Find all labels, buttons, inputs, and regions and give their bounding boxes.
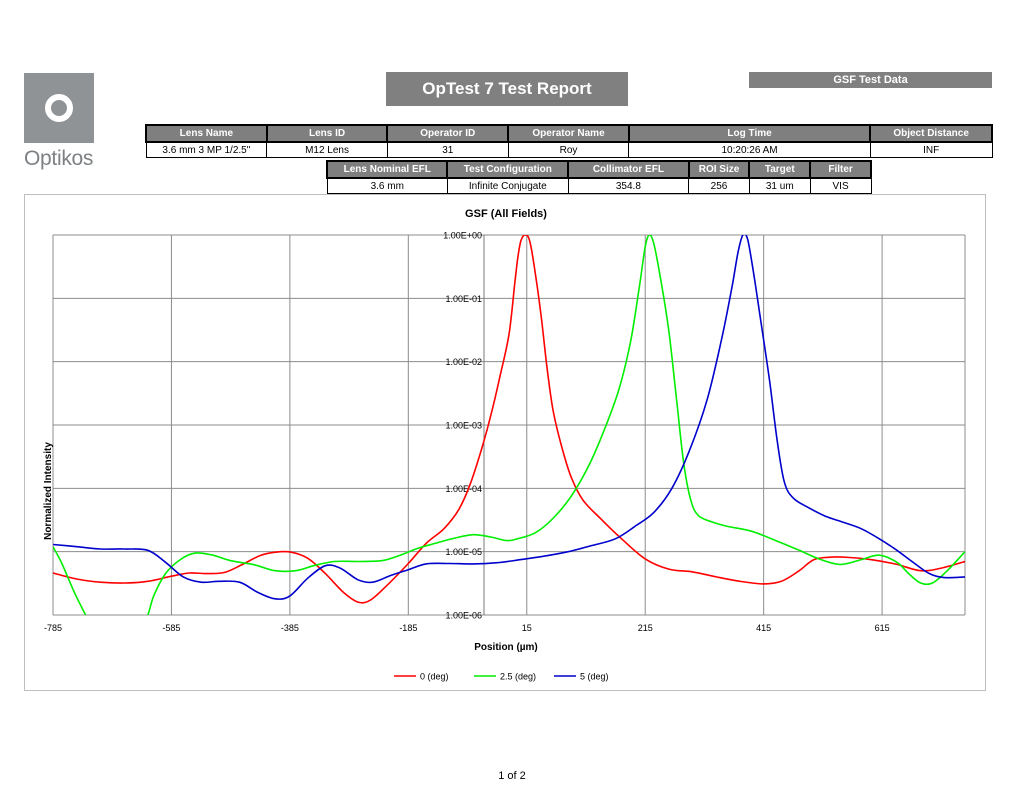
x-tick-label: -185 <box>399 623 417 633</box>
test-config-header-row: Lens Nominal EFL Test Configuration Coll… <box>325 160 872 179</box>
x-tick-label: -585 <box>162 623 180 633</box>
chart-gridlines <box>52 234 966 616</box>
legend-label: 2.5 (deg) <box>500 672 536 682</box>
chart-legend: 0 (deg) 2.5 (deg) 5 (deg) <box>394 672 609 682</box>
value-target: 31 um <box>748 177 811 194</box>
value-lens-name: 3.6 mm 3 MP 1/2.5" <box>145 141 268 158</box>
header-lens-name: Lens Name <box>145 124 268 143</box>
legend-label: 0 (deg) <box>420 672 449 682</box>
value-filter: VIS <box>809 177 872 194</box>
x-tick-labels: -785 -585 -385 -185 15 215 415 615 <box>44 623 890 633</box>
series-line-2 <box>53 235 965 600</box>
series-line-1 <box>53 235 965 615</box>
header-filter: Filter <box>809 160 872 179</box>
gsf-chart-frame: GSF (All Fields) 1.00E+00 1.00E-01 1.00E-0… <box>24 194 986 691</box>
y-tick-label: 1.00E-05 <box>445 547 482 557</box>
value-collimator-efl: 354.8 <box>567 177 690 194</box>
header-log-time: Log Time <box>627 124 872 143</box>
value-log-time: 10:20:26 AM <box>628 141 871 158</box>
y-tick-label: 1.00E-06 <box>445 611 482 621</box>
x-tick-label: -385 <box>281 623 299 633</box>
logo-text: Optikos <box>24 147 94 170</box>
value-operator-id: 31 <box>386 141 509 158</box>
x-tick-label: 215 <box>638 623 653 633</box>
y-tick-label: 1.00E-01 <box>445 294 482 304</box>
header-lens-id: Lens ID <box>265 124 389 143</box>
x-tick-label: 415 <box>756 623 771 633</box>
header-lens-nominal-efl: Lens Nominal EFL <box>325 160 449 179</box>
y-tick-label: 1.00E-04 <box>445 484 482 494</box>
x-axis-label: Position (µm) <box>474 642 538 653</box>
header-operator-id: Operator ID <box>386 124 510 143</box>
y-tick-label: 1.00E-03 <box>445 421 482 431</box>
header-collimator-efl: Collimator EFL <box>567 160 690 179</box>
lens-info-value-row: 3.6 mm 3 MP 1/2.5" M12 Lens 31 Roy 10:20… <box>145 141 993 158</box>
legend-label: 5 (deg) <box>580 672 609 682</box>
x-tick-label: 15 <box>522 623 532 633</box>
chart-title: GSF (All Fields) <box>465 208 547 220</box>
y-tick-label: 1.00E-02 <box>445 357 482 367</box>
x-tick-label: -785 <box>44 623 62 633</box>
test-config-table: Lens Nominal EFL Test Configuration Coll… <box>325 160 872 194</box>
logo-mark <box>24 73 94 143</box>
lens-info-table: Lens Name Lens ID Operator ID Operator N… <box>145 124 993 158</box>
header-operator-name: Operator Name <box>507 124 630 143</box>
logo-ring-icon <box>45 94 73 122</box>
value-test-configuration: Infinite Conjugate <box>446 177 569 194</box>
value-lens-id: M12 Lens <box>266 141 388 158</box>
page-number: 1 of 2 <box>498 770 526 782</box>
optikos-logo: Optikos <box>24 73 100 173</box>
y-axis-label: Normalized Intensity <box>43 442 54 540</box>
value-operator-name: Roy <box>507 141 630 158</box>
chart-series-group <box>53 235 965 615</box>
report-title: OpTest 7 Test Report <box>386 72 628 106</box>
value-object-distance: INF <box>869 141 993 158</box>
lens-info-header-row: Lens Name Lens ID Operator ID Operator N… <box>145 124 993 143</box>
value-lens-nominal-efl: 3.6 mm <box>326 177 448 194</box>
gsf-banner: GSF Test Data <box>749 72 992 88</box>
header-target: Target <box>748 160 812 179</box>
y-tick-label: 1.00E+00 <box>443 231 482 241</box>
y-tick-labels: 1.00E+00 1.00E-01 1.00E-02 1.00E-03 1.00E-04… <box>443 231 482 621</box>
x-tick-label: 615 <box>875 623 890 633</box>
header-test-configuration: Test Configuration <box>446 160 570 179</box>
test-config-value-row: 3.6 mm Infinite Conjugate 354.8 256 31 u… <box>326 177 872 194</box>
header-roi-size: ROI Size <box>687 160 751 179</box>
gsf-chart: GSF (All Fields) 1.00E+00 1.00E-01 1.00E-0… <box>43 208 966 682</box>
series-line-0 <box>53 235 965 604</box>
header-object-distance: Object Distance <box>869 124 993 143</box>
value-roi-size: 256 <box>688 177 750 194</box>
